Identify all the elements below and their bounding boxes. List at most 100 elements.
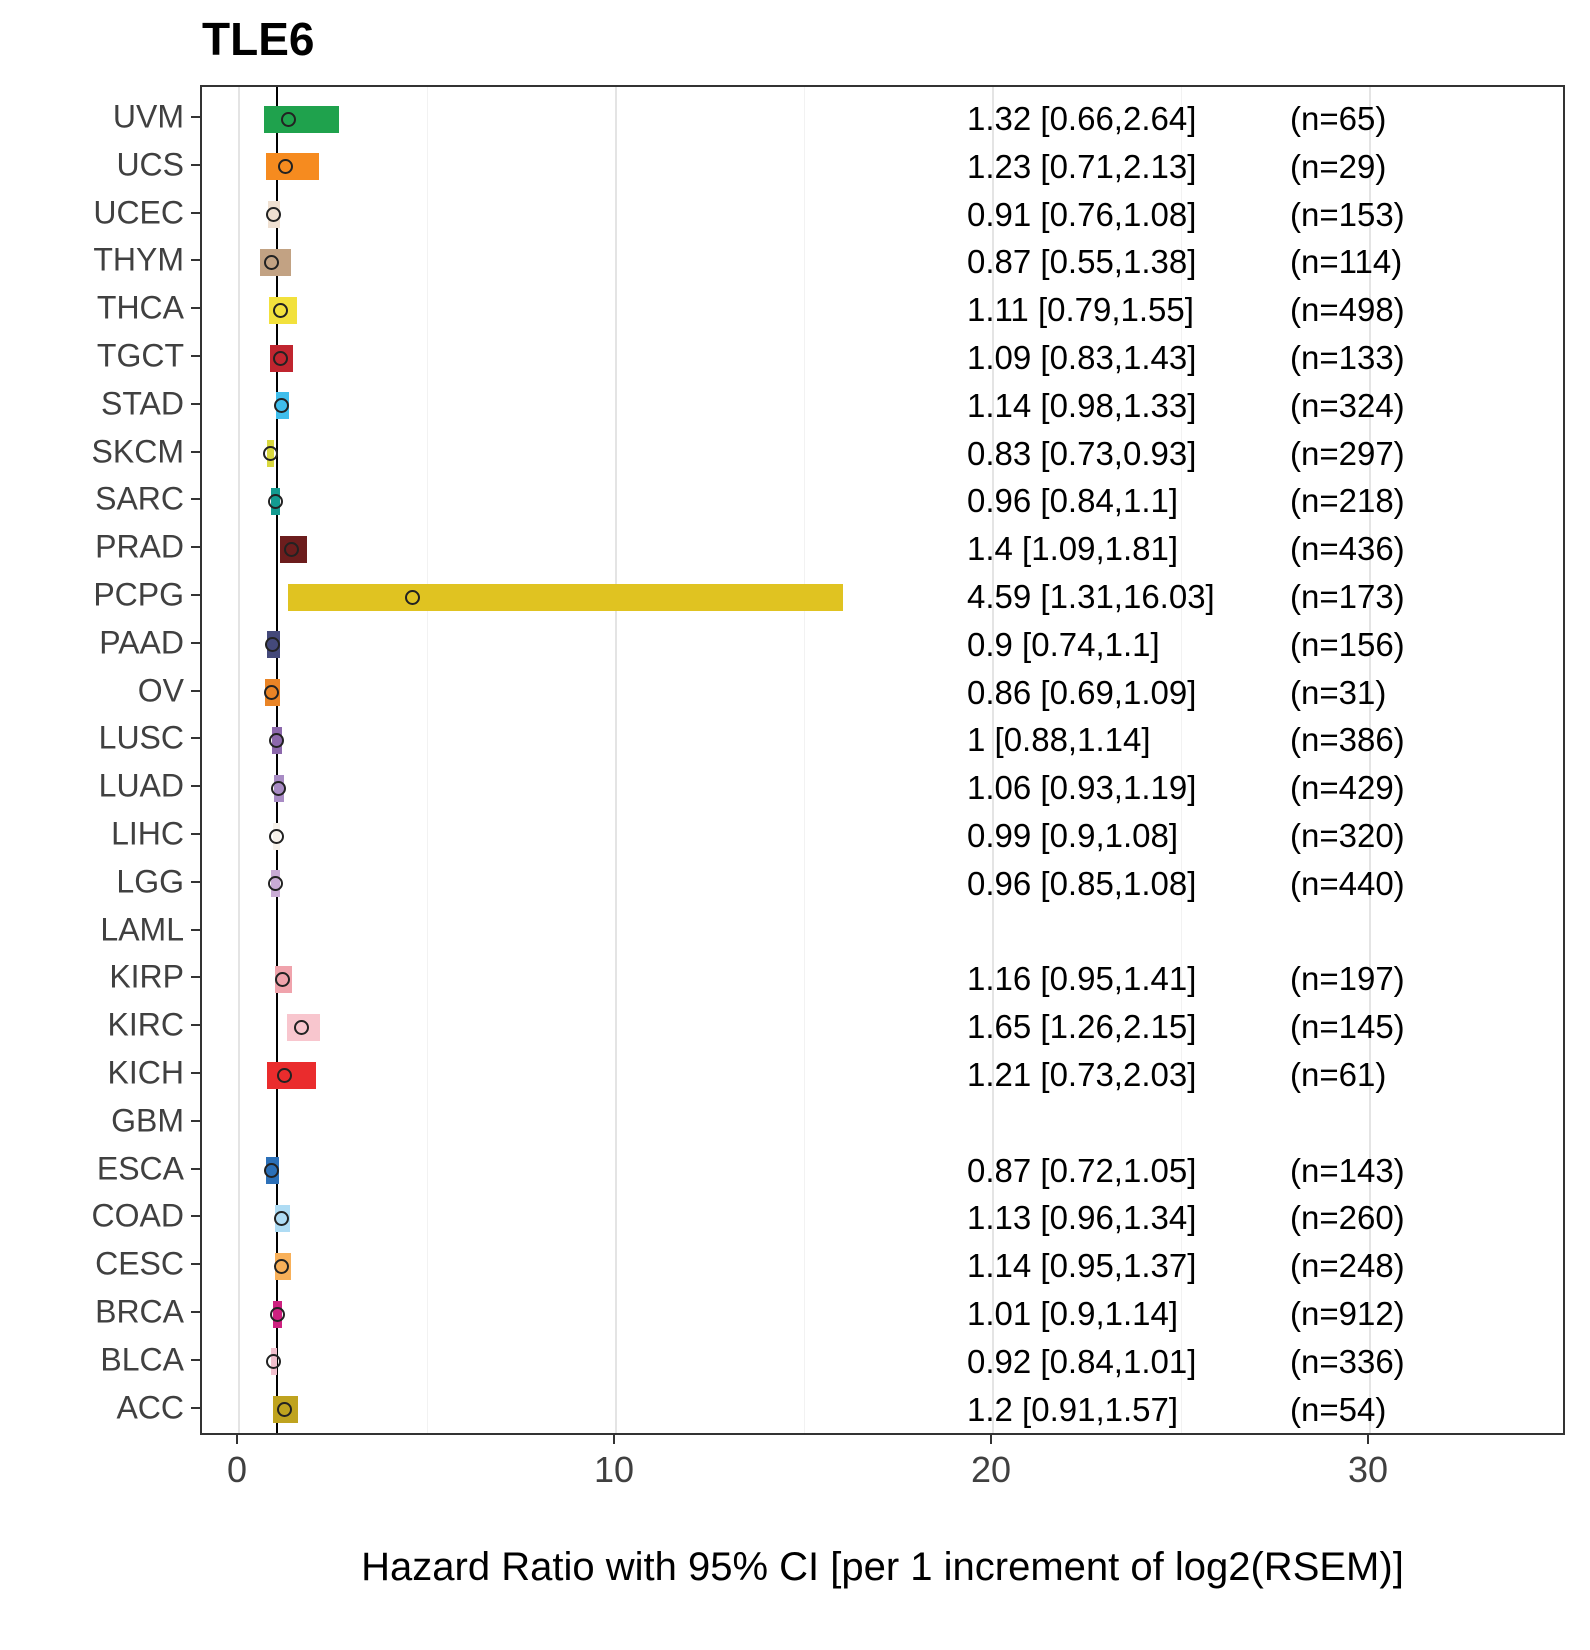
y-axis-label: THCA — [96, 289, 184, 326]
y-axis-label: STAD — [101, 385, 184, 422]
y-axis-label: KICH — [107, 1054, 184, 1091]
hr-ci-label: 0.96 [0.85,1.08] — [967, 864, 1197, 902]
y-axis-label: TGCT — [96, 337, 184, 374]
y-axis-label: BLCA — [100, 1341, 184, 1378]
y-axis-label: LIHC — [111, 815, 184, 852]
plot-panel: 1.32 [0.66,2.64] (n=65) 1.23 [0.71,2.13] (n… — [200, 85, 1565, 1435]
y-axis: UVM UCS UCEC THYM THCA TGCT STAD SKCM SARC PRAD PC… — [0, 85, 200, 1435]
sample-size-label: (n=54) — [1290, 1390, 1387, 1428]
hr-ci-label: 1 [0.88,1.14] — [967, 721, 1151, 759]
gridline-minor — [1181, 87, 1182, 1433]
y-axis-label: PAAD — [99, 624, 184, 661]
x-tick-label: 0 — [226, 1449, 248, 1490]
y-axis-label: LUSC — [98, 719, 184, 756]
hr-point — [264, 1163, 280, 1179]
gridline-major — [1369, 87, 1371, 1433]
sample-size-label: (n=61) — [1290, 1056, 1387, 1093]
y-axis-label: UCS — [116, 146, 184, 183]
hr-point — [269, 1306, 285, 1322]
gridline-minor — [427, 87, 428, 1433]
hr-point — [273, 302, 289, 318]
y-axis-tick — [191, 498, 200, 501]
hr-point — [267, 493, 283, 509]
sample-size-label: (n=65) — [1290, 100, 1387, 137]
y-axis-label: LAML — [100, 911, 184, 948]
y-axis-tick — [191, 594, 200, 596]
y-axis-label: SARC — [95, 480, 184, 517]
hr-point — [277, 1067, 293, 1083]
y-axis-label: ACC — [116, 1389, 184, 1426]
hr-point — [274, 1210, 290, 1226]
y-axis-label: UCEC — [93, 194, 184, 231]
hr-ci-label: 1.21 [0.73,2.03] — [967, 1056, 1197, 1093]
x-tick-label: 30 — [1347, 1449, 1389, 1490]
hr-ci-label: 0.87 [0.72,1.05] — [967, 1151, 1197, 1189]
hr-point — [271, 780, 287, 796]
y-axis-tick — [191, 689, 200, 692]
hr-point — [293, 1019, 309, 1035]
y-axis-label: PRAD — [95, 528, 184, 565]
y-axis-tick — [191, 833, 200, 835]
hr-point — [264, 254, 280, 270]
hr-point — [404, 589, 420, 605]
y-axis-tick — [191, 1311, 200, 1313]
hr-ci-label: 1.13 [0.96,1.34] — [967, 1199, 1197, 1237]
y-axis-tick — [191, 1119, 200, 1122]
hr-ci-label: 0.99 [0.9,1.08] — [967, 817, 1179, 854]
x-axis-tick — [1367, 1435, 1369, 1444]
y-axis-label: OV — [137, 672, 184, 709]
sample-size-label: (n=498) — [1290, 291, 1405, 329]
y-axis-tick — [191, 785, 200, 788]
hr-ci-label: 1.14 [0.98,1.33] — [967, 386, 1197, 424]
hr-ci-label: 1.01 [0.9,1.14] — [967, 1295, 1179, 1332]
sample-size-label: (n=145) — [1290, 1008, 1405, 1046]
hr-point — [269, 732, 285, 748]
y-axis-tick — [191, 307, 200, 310]
hr-ci-label: 0.9 [0.74,1.1] — [967, 625, 1160, 663]
sample-size-label: (n=114) — [1290, 243, 1403, 281]
ci-bar — [288, 583, 844, 611]
y-axis-label: UVM — [112, 98, 184, 135]
sample-size-label: (n=336) — [1290, 1342, 1405, 1380]
y-axis-label: KIRC — [107, 1006, 184, 1043]
y-axis-tick — [191, 259, 200, 262]
hr-point — [268, 828, 284, 844]
y-axis-label: LUAD — [98, 767, 184, 804]
hr-ci-label: 1.09 [0.83,1.43] — [967, 339, 1197, 376]
sample-size-label: (n=260) — [1290, 1199, 1405, 1237]
hr-point — [274, 398, 290, 414]
plot-title: TLE6 — [202, 13, 315, 65]
hr-point — [267, 876, 283, 892]
y-axis-label: KIRP — [109, 958, 184, 995]
sample-size-label: (n=429) — [1290, 769, 1405, 807]
y-axis-label: SKCM — [91, 433, 184, 470]
hr-ci-label: 1.14 [0.95,1.37] — [967, 1247, 1197, 1285]
y-axis-tick — [191, 641, 200, 644]
y-axis-tick — [191, 1072, 200, 1074]
gridline-major — [238, 87, 240, 1433]
sample-size-label: (n=173) — [1290, 578, 1405, 615]
sample-size-label: (n=386) — [1290, 721, 1405, 759]
x-axis: 0 10 20 30 — [200, 1435, 1565, 1505]
hr-ci-label: 1.16 [0.95,1.41] — [967, 960, 1197, 998]
y-axis-tick — [191, 355, 200, 357]
reference-line — [275, 87, 278, 1433]
y-axis-tick — [191, 1167, 200, 1170]
hr-ci-label: 0.96 [0.84,1.1] — [967, 482, 1179, 520]
y-axis-tick — [191, 880, 200, 883]
y-axis-label: BRCA — [95, 1293, 184, 1330]
hr-point — [263, 685, 279, 701]
sample-size-label: (n=912) — [1290, 1295, 1405, 1332]
hr-ci-label: 0.87 [0.55,1.38] — [967, 243, 1197, 281]
y-axis-label: GBM — [111, 1102, 184, 1139]
hr-point — [276, 1402, 292, 1418]
y-axis-tick — [191, 1024, 200, 1027]
x-tick-label: 10 — [593, 1449, 635, 1490]
y-axis-tick — [191, 546, 200, 549]
hr-point — [265, 637, 281, 653]
y-axis-tick — [191, 211, 200, 214]
y-axis-tick — [191, 116, 200, 118]
y-axis-tick — [191, 976, 200, 979]
hr-ci-label: 1.06 [0.93,1.19] — [967, 769, 1197, 807]
y-axis-label: THYM — [93, 241, 184, 278]
